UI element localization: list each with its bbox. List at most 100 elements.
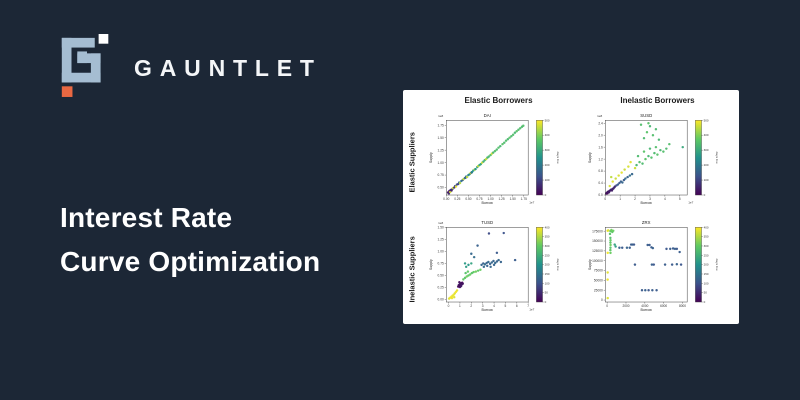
svg-text:days live: days live (556, 152, 560, 164)
svg-text:50: 50 (545, 290, 549, 294)
svg-text:1.25: 1.25 (438, 237, 444, 241)
svg-text:400: 400 (545, 225, 550, 229)
page-title-line2: Curve Optimization (60, 246, 321, 277)
svg-text:125000: 125000 (592, 248, 603, 252)
svg-text:0: 0 (545, 193, 547, 197)
svg-text:1.50: 1.50 (438, 225, 444, 229)
svg-text:1.25: 1.25 (499, 197, 505, 201)
figure-panel: Elastic Borrowers Inelastic Borrowers El… (403, 90, 739, 324)
svg-text:2000: 2000 (622, 304, 629, 308)
svg-text:0.50: 0.50 (438, 186, 444, 190)
svg-text:0.75: 0.75 (476, 197, 482, 201)
svg-text:0.75: 0.75 (438, 261, 444, 265)
svg-text:0.50: 0.50 (465, 197, 471, 201)
svg-text:8000: 8000 (679, 304, 686, 308)
svg-text:Supply: Supply (429, 152, 433, 163)
svg-text:150000: 150000 (592, 239, 603, 243)
scatter-chart-susd: SUSD 1e8 1e7 0 1 2 3 4 5 0.0 0.4 0.8 1.2 1.6 2.0 2.4 Bor… (588, 113, 719, 205)
svg-text:Supply: Supply (429, 258, 433, 269)
svg-text:5: 5 (505, 304, 507, 308)
svg-text:100: 100 (704, 178, 709, 182)
svg-text:1: 1 (619, 197, 621, 201)
svg-text:1.00: 1.00 (438, 249, 444, 253)
logo-g-mark (61, 34, 109, 97)
svg-text:days live: days live (715, 258, 719, 270)
svg-text:0.75: 0.75 (438, 173, 444, 177)
svg-text:3: 3 (649, 197, 651, 201)
svg-text:300: 300 (704, 148, 709, 152)
svg-text:0: 0 (606, 304, 608, 308)
svg-text:2: 2 (634, 197, 636, 201)
svg-text:0.4: 0.4 (598, 181, 603, 185)
svg-text:7: 7 (527, 304, 529, 308)
svg-text:400: 400 (704, 225, 709, 229)
svg-text:1.6: 1.6 (598, 145, 603, 149)
svg-text:200: 200 (545, 262, 550, 266)
svg-text:DAI: DAI (484, 113, 491, 118)
svg-text:500: 500 (545, 118, 550, 122)
page-title-line1: Interest Rate (60, 202, 233, 233)
svg-text:25000: 25000 (594, 288, 603, 292)
svg-text:1.00: 1.00 (438, 161, 444, 165)
svg-text:1e8: 1e8 (597, 114, 602, 118)
svg-text:175000: 175000 (592, 229, 603, 233)
svg-text:150: 150 (704, 272, 709, 276)
svg-text:6000: 6000 (660, 304, 667, 308)
svg-text:350: 350 (704, 234, 709, 238)
svg-text:0.00: 0.00 (443, 197, 449, 201)
svg-text:100: 100 (545, 178, 550, 182)
col-header-elastic-borrowers: Elastic Borrowers (464, 96, 533, 105)
svg-text:50000: 50000 (594, 278, 603, 282)
svg-text:days live: days live (556, 258, 560, 270)
subplot-susd: SUSD 1e8 1e7 0 1 2 3 4 5 0.0 0.4 0.8 1.2 1.6 2.0 2.4 Bor… (578, 109, 737, 216)
svg-text:1e7: 1e7 (529, 201, 534, 205)
svg-text:250: 250 (704, 253, 709, 257)
svg-text:2: 2 (470, 304, 472, 308)
svg-text:Supply: Supply (588, 152, 592, 163)
svg-text:days live: days live (715, 152, 719, 164)
svg-text:1.75: 1.75 (521, 197, 527, 201)
svg-text:1e8: 1e8 (438, 114, 443, 118)
subplot-tusd: TUSD 1e8 1e7 0 1 2 3 4 5 6 7 0.00 0.25 0.50 0.75 1.00 1.… (419, 216, 578, 323)
svg-text:1.50: 1.50 (438, 136, 444, 140)
svg-text:Borrow: Borrow (482, 308, 494, 312)
svg-text:0.25: 0.25 (454, 197, 460, 201)
svg-text:4000: 4000 (641, 304, 648, 308)
svg-text:0.8: 0.8 (598, 169, 603, 173)
row-header-elastic-suppliers: Elastic Suppliers (407, 132, 417, 193)
svg-text:0: 0 (601, 298, 603, 302)
svg-text:0.50: 0.50 (438, 273, 444, 277)
svg-text:200: 200 (545, 163, 550, 167)
figure-corner-spacer (405, 92, 419, 109)
brand-name: GAUNTLET (134, 54, 322, 81)
svg-text:2.0: 2.0 (598, 133, 603, 137)
svg-text:Borrow: Borrow (482, 201, 494, 205)
svg-text:75000: 75000 (594, 268, 603, 272)
svg-text:150: 150 (545, 272, 550, 276)
svg-text:400: 400 (545, 133, 550, 137)
svg-text:5: 5 (679, 197, 681, 201)
svg-text:400: 400 (704, 133, 709, 137)
svg-text:1e7: 1e7 (529, 307, 534, 311)
row-header-inelastic-suppliers: Inelastic Suppliers (407, 235, 417, 302)
svg-text:50: 50 (704, 290, 708, 294)
svg-text:1: 1 (459, 304, 461, 308)
svg-text:300: 300 (545, 243, 550, 247)
svg-text:0: 0 (604, 197, 606, 201)
svg-text:4: 4 (493, 304, 495, 308)
svg-text:100000: 100000 (592, 258, 603, 262)
svg-text:3: 3 (482, 304, 484, 308)
gauntlet-logo-icon (61, 34, 109, 97)
svg-text:0.0: 0.0 (598, 193, 603, 197)
page-title: Interest Rate Curve Optimization (60, 196, 320, 284)
svg-text:TUSD: TUSD (481, 220, 493, 225)
svg-text:350: 350 (545, 234, 550, 238)
svg-text:300: 300 (704, 243, 709, 247)
svg-text:6: 6 (516, 304, 518, 308)
svg-text:100: 100 (704, 281, 709, 285)
svg-text:1.75: 1.75 (438, 123, 444, 127)
svg-text:0.00: 0.00 (438, 297, 444, 301)
scatter-chart-tusd: TUSD 1e8 1e7 0 1 2 3 4 5 6 7 0.00 0.25 0.50 0.75 1.00 1.… (429, 220, 560, 312)
